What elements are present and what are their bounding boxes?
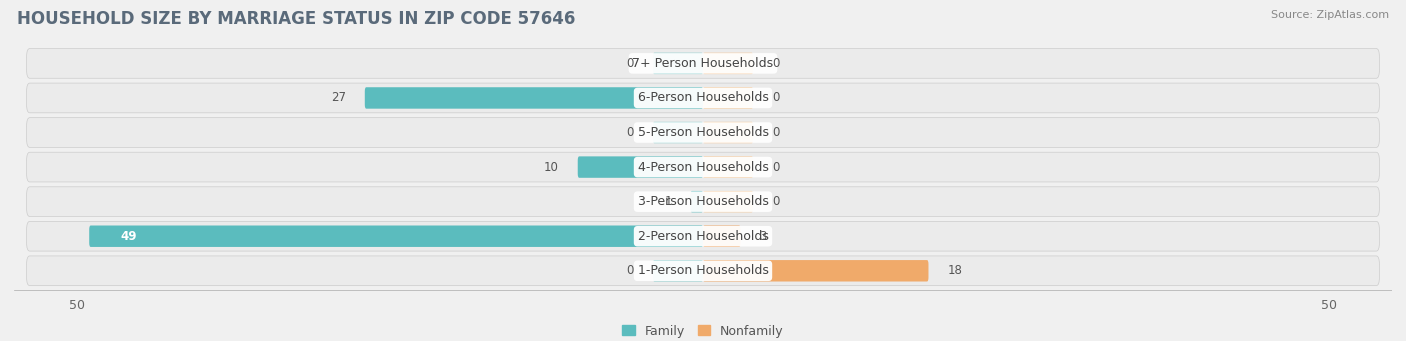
Text: 0: 0: [772, 91, 779, 104]
Text: 0: 0: [627, 57, 634, 70]
Text: 5-Person Households: 5-Person Households: [637, 126, 769, 139]
FancyBboxPatch shape: [27, 48, 1379, 78]
Text: 4-Person Households: 4-Person Households: [637, 161, 769, 174]
Text: 0: 0: [772, 195, 779, 208]
Text: 3: 3: [759, 230, 766, 243]
FancyBboxPatch shape: [703, 87, 754, 109]
Text: 6-Person Households: 6-Person Households: [637, 91, 769, 104]
FancyBboxPatch shape: [652, 122, 703, 143]
FancyBboxPatch shape: [690, 191, 703, 212]
FancyBboxPatch shape: [27, 83, 1379, 113]
Text: Source: ZipAtlas.com: Source: ZipAtlas.com: [1271, 10, 1389, 20]
Text: 18: 18: [948, 264, 962, 277]
FancyBboxPatch shape: [89, 225, 703, 247]
FancyBboxPatch shape: [364, 87, 703, 109]
FancyBboxPatch shape: [703, 260, 928, 282]
FancyBboxPatch shape: [652, 53, 703, 74]
Text: 0: 0: [627, 126, 634, 139]
FancyBboxPatch shape: [703, 225, 741, 247]
Text: 3-Person Households: 3-Person Households: [637, 195, 769, 208]
FancyBboxPatch shape: [27, 256, 1379, 286]
FancyBboxPatch shape: [27, 118, 1379, 147]
Text: 2-Person Households: 2-Person Households: [637, 230, 769, 243]
FancyBboxPatch shape: [27, 221, 1379, 251]
Text: 10: 10: [544, 161, 560, 174]
FancyBboxPatch shape: [703, 53, 754, 74]
FancyBboxPatch shape: [578, 157, 703, 178]
Text: 1-Person Households: 1-Person Households: [637, 264, 769, 277]
FancyBboxPatch shape: [27, 187, 1379, 217]
Text: 1: 1: [664, 195, 672, 208]
Text: 0: 0: [627, 264, 634, 277]
FancyBboxPatch shape: [27, 152, 1379, 182]
FancyBboxPatch shape: [703, 191, 754, 212]
Text: 27: 27: [330, 91, 346, 104]
Text: 49: 49: [121, 230, 136, 243]
FancyBboxPatch shape: [703, 157, 754, 178]
Text: 0: 0: [772, 57, 779, 70]
FancyBboxPatch shape: [652, 260, 703, 282]
Text: 7+ Person Households: 7+ Person Households: [633, 57, 773, 70]
FancyBboxPatch shape: [703, 122, 754, 143]
Text: HOUSEHOLD SIZE BY MARRIAGE STATUS IN ZIP CODE 57646: HOUSEHOLD SIZE BY MARRIAGE STATUS IN ZIP…: [17, 10, 575, 28]
Text: 0: 0: [772, 126, 779, 139]
Text: 0: 0: [772, 161, 779, 174]
Legend: Family, Nonfamily: Family, Nonfamily: [617, 320, 789, 341]
